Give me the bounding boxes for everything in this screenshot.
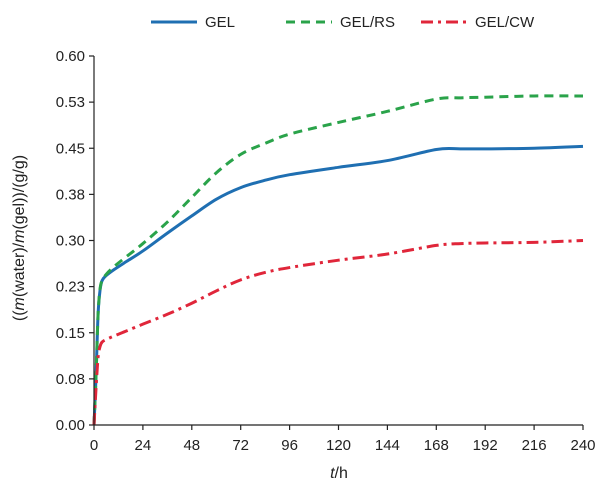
- series-line-gel: [92, 144, 584, 426]
- y-axis-title-m1: m: [11, 297, 28, 310]
- x-tick-label: 0: [90, 437, 98, 454]
- series-layer: [92, 94, 584, 426]
- x-axis-var: t: [330, 465, 335, 482]
- series-line-gel-rs: [92, 94, 584, 426]
- legend-label: GEL/CW: [475, 14, 535, 31]
- legend-label: GEL/RS: [340, 14, 395, 31]
- axes: [93, 56, 583, 426]
- x-tick-label: 144: [375, 437, 400, 454]
- y-axis-title-m2: m: [11, 230, 28, 243]
- y-tick-label: 0.30: [56, 233, 85, 250]
- x-tick-label: 48: [183, 437, 200, 454]
- y-tick-label: 0.00: [56, 417, 85, 434]
- x-tick-label: 192: [473, 437, 498, 454]
- y-axis-title-p1: (water)/: [11, 242, 28, 297]
- x-axis-unit: /h: [335, 465, 348, 482]
- y-tick-label: 0.15: [56, 325, 85, 342]
- legend: GEL GEL/RS GEL/CW: [151, 14, 535, 31]
- x-axis-title: t/h: [330, 465, 348, 482]
- x-tick-label: 96: [281, 437, 298, 454]
- y-tick-label: 0.60: [56, 48, 85, 65]
- y-axis-title: ((m(water)/m(gel))/(g/g): [11, 155, 28, 321]
- legend-label: GEL: [205, 14, 235, 31]
- y-tick-label: 0.38: [56, 186, 85, 203]
- y-tick-label: 0.08: [56, 371, 85, 388]
- x-ticks: 0 24 48 72 96 120 144 168 192 216 240: [90, 425, 596, 454]
- x-tick-label: 168: [424, 437, 449, 454]
- series-line-gel-cw: [92, 239, 584, 426]
- y-tick-label: 0.53: [56, 94, 85, 111]
- x-tick-label: 120: [326, 437, 351, 454]
- y-tick-label: 0.45: [56, 140, 85, 157]
- x-tick-label: 72: [232, 437, 249, 454]
- y-axis-title-open: ((: [11, 310, 28, 321]
- y-tick-label: 0.23: [56, 279, 85, 296]
- x-tick-label: 216: [522, 437, 547, 454]
- x-tick-label: 24: [135, 437, 152, 454]
- x-tick-label: 240: [570, 437, 595, 454]
- y-ticks: 0.00 0.08 0.15 0.23 0.30 0.38 0.45 0.53 0.60: [56, 48, 94, 434]
- y-axis-title-p2: (gel))/(g/g): [11, 155, 28, 230]
